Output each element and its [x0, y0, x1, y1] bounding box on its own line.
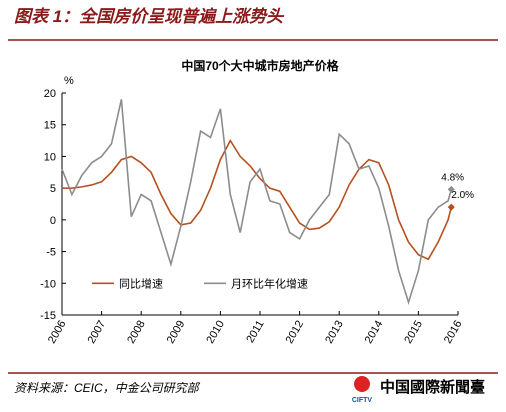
end-marker: [447, 185, 455, 193]
value-label: 4.8%: [441, 172, 464, 183]
logo-name: 中国國際新聞臺: [380, 378, 485, 396]
x-tick-label: 2006: [46, 319, 69, 346]
x-tick-label: 2007: [86, 319, 109, 346]
value-label: 2.0%: [451, 190, 474, 201]
logo-mark: CIFTV: [352, 397, 373, 404]
y-tick-label: 5: [50, 183, 56, 195]
y-tick-label: 15: [44, 120, 56, 132]
page-title: 图表 1：全国房价呈现普遍上涨势头: [14, 7, 285, 26]
x-tick-label: 2010: [204, 319, 227, 346]
source: 资料来源：CEIC，中金公司研究部: [14, 381, 201, 395]
y-tick-label: -15: [40, 310, 56, 322]
series-line: [62, 138, 453, 261]
y-tick-label: 0: [50, 215, 56, 227]
legend-label: 同比增速: [119, 276, 163, 290]
end-marker: [447, 203, 455, 211]
y-axis-label: %: [64, 75, 74, 87]
chart-title: 中国70个大中城市房地产价格: [181, 58, 339, 73]
x-tick-label: 2015: [402, 319, 425, 346]
series-line: [61, 99, 453, 305]
x-tick-label: 2012: [284, 319, 307, 346]
x-tick-label: 2014: [363, 319, 386, 346]
y-tick-label: 20: [44, 88, 56, 100]
x-tick-label: 2009: [165, 319, 188, 346]
x-tick-label: 2013: [323, 319, 346, 346]
legend-label: 月环比年化增速: [231, 276, 308, 290]
x-tick-label: 2016: [442, 319, 465, 346]
x-tick-label: 2008: [125, 319, 148, 346]
y-tick-label: 10: [44, 151, 56, 163]
y-tick-label: -5: [46, 247, 56, 259]
x-tick-label: 2011: [244, 319, 266, 345]
logo-icon: [354, 376, 370, 392]
y-tick-label: -10: [40, 278, 56, 290]
